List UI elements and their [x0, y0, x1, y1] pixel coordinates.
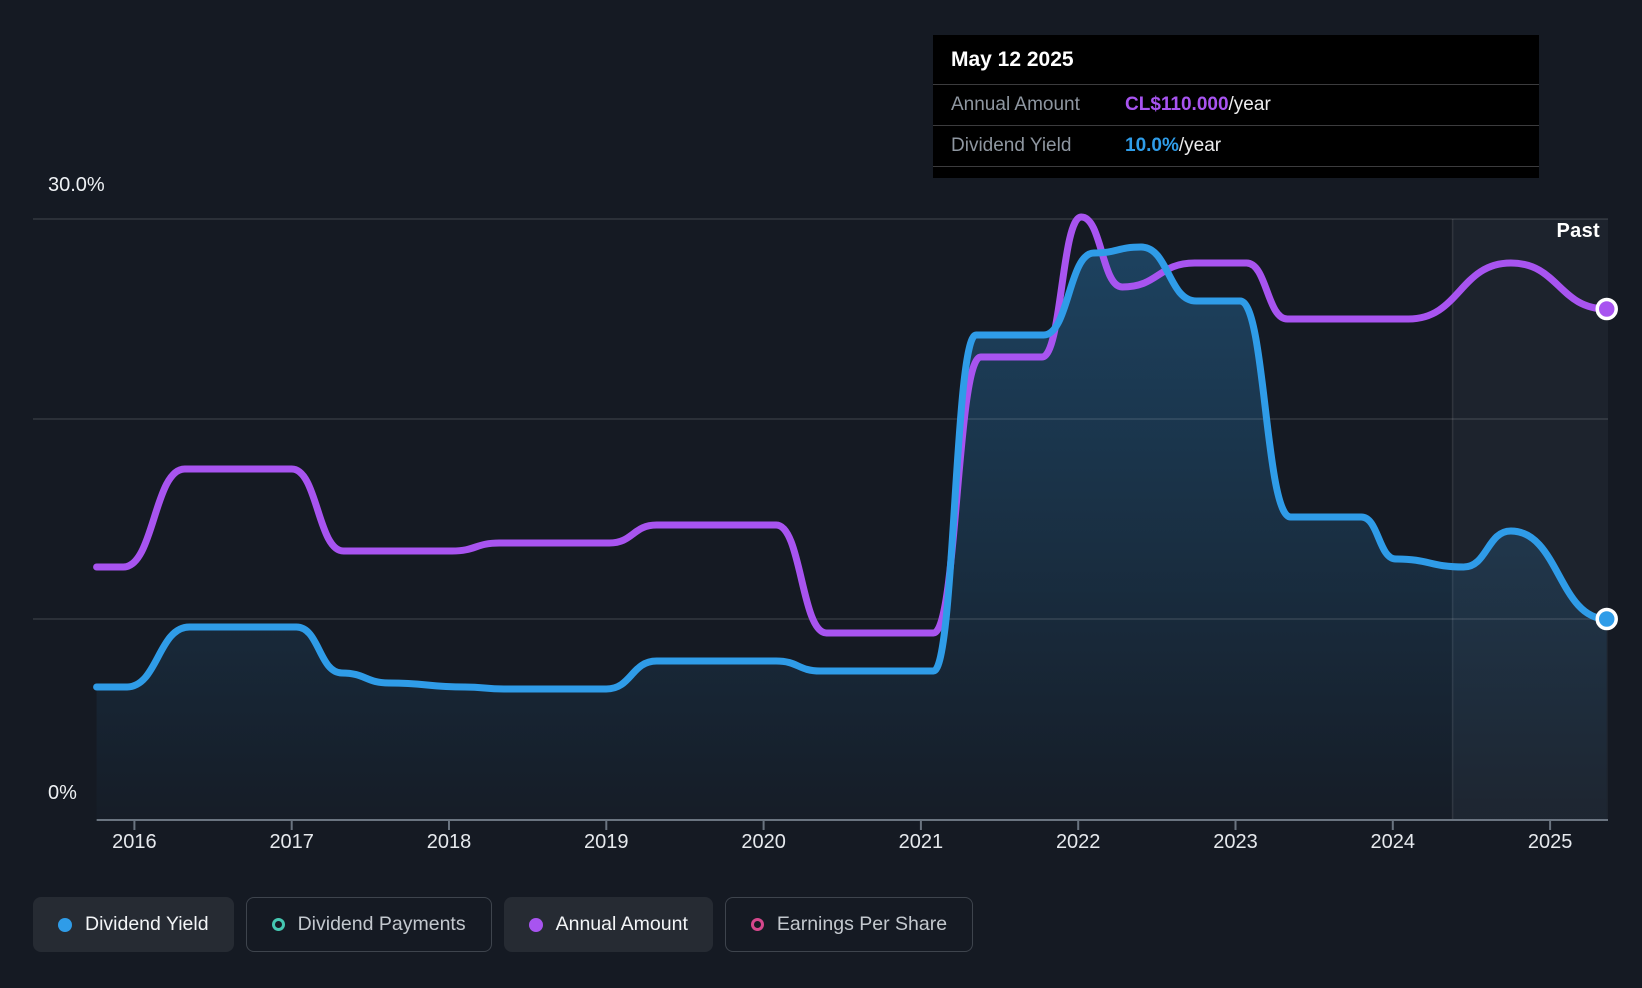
- tooltip-row-dividend-yield: Dividend Yield 10.0%/year: [933, 125, 1539, 166]
- chart-legend: Dividend Yield Dividend Payments Annual …: [33, 897, 974, 952]
- x-axis-label-2017: 2017: [269, 831, 314, 853]
- tooltip-row-annual-amount: Annual Amount CL$110.000/year: [933, 84, 1539, 125]
- annual-amount-dot-icon: [528, 917, 543, 932]
- dividend-yield-line: [93, 243, 1611, 693]
- tooltip-value: 10.0%/year: [1125, 135, 1222, 156]
- x-axis-label-2018: 2018: [426, 831, 472, 853]
- dividend-yield-dot-icon: [58, 917, 72, 932]
- legend-item-annual-amount[interactable]: Annual Amount: [503, 897, 713, 952]
- y-axis-label-top: 30.0%: [48, 174, 105, 196]
- x-axis-label-2020: 2020: [741, 831, 786, 853]
- y-axis-label-zero: 0%: [48, 782, 77, 804]
- legend-item-label: Dividend Yield: [85, 913, 209, 935]
- dividend-yield-end-marker: [1595, 607, 1618, 631]
- tooltip-value: CL$110.000/year: [1125, 94, 1271, 115]
- tooltip-label: Annual Amount: [951, 94, 1080, 115]
- legend-item-dividend-payments[interactable]: Dividend Payments: [245, 897, 492, 952]
- annual-amount-end-marker: [1595, 297, 1618, 321]
- chart-tooltip: May 12 2025 Annual Amount CL$110.000/yea…: [933, 35, 1539, 178]
- x-axis-label-2025: 2025: [1527, 831, 1573, 853]
- past-region-label: Past: [1556, 220, 1600, 242]
- annual-amount-line: [93, 213, 1611, 637]
- dividend-yield-area: [96, 247, 1607, 819]
- x-axis-label-2022: 2022: [1055, 831, 1101, 853]
- x-axis-label-2019: 2019: [584, 831, 629, 853]
- x-axis-label-2024: 2024: [1370, 831, 1416, 853]
- legend-item-dividend-yield[interactable]: Dividend Yield: [33, 897, 234, 952]
- tooltip-label: Dividend Yield: [951, 135, 1072, 156]
- dividend-payments-ring-icon: [271, 918, 285, 931]
- earnings-per-share-ring-icon: [750, 918, 764, 931]
- x-axis-label-2021: 2021: [898, 831, 944, 853]
- legend-item-label: Earnings Per Share: [776, 913, 948, 935]
- tooltip-footer: [933, 166, 1539, 178]
- legend-item-label: Annual Amount: [555, 913, 688, 935]
- legend-item-label: Dividend Payments: [297, 913, 466, 935]
- x-axis-label-2016: 2016: [112, 831, 157, 853]
- legend-item-earnings-per-share[interactable]: Earnings Per Share: [724, 897, 974, 952]
- x-axis-label-2023: 2023: [1213, 831, 1258, 853]
- tooltip-date: May 12 2025: [951, 48, 1074, 71]
